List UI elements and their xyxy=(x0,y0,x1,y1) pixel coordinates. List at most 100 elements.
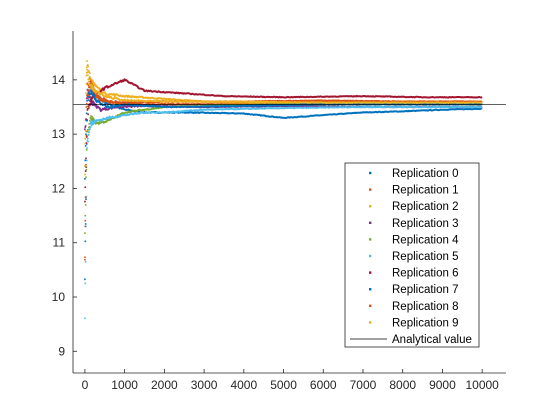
data-point xyxy=(86,71,89,74)
data-point xyxy=(84,173,86,176)
legend-marker xyxy=(369,304,372,307)
legend-item: Replication 6 xyxy=(369,268,458,280)
axes-layer xyxy=(72,31,506,374)
data-point xyxy=(84,278,86,281)
data-point xyxy=(90,87,92,89)
data-point xyxy=(85,198,87,200)
data-point xyxy=(85,66,88,69)
x-tick-label: 3000 xyxy=(191,378,218,392)
legend-item: Replication 7 xyxy=(369,284,458,296)
legend-label: Analytical value xyxy=(392,334,472,346)
data-point xyxy=(87,94,90,97)
legend-item: Replication 3 xyxy=(369,218,458,230)
data-point xyxy=(90,80,92,83)
legend-marker xyxy=(369,321,372,324)
legend-label: Replication 6 xyxy=(392,268,458,280)
x-tick-label: 0 xyxy=(82,378,89,392)
data-point xyxy=(87,99,90,101)
y-tick-label: 10 xyxy=(52,290,66,304)
data-point xyxy=(86,109,89,111)
data-point xyxy=(85,163,87,166)
legend-marker xyxy=(369,254,372,258)
data-point xyxy=(88,89,90,92)
data-point xyxy=(88,99,91,102)
data-point xyxy=(84,170,87,172)
data-point xyxy=(86,94,89,96)
data-point xyxy=(84,204,87,206)
legend-label: Replication 1 xyxy=(392,185,458,197)
data-point xyxy=(86,130,89,133)
data-point xyxy=(84,145,87,147)
data-point xyxy=(87,140,89,143)
data-point xyxy=(89,96,92,98)
legend-label: Replication 0 xyxy=(392,168,458,180)
data-point xyxy=(89,104,91,107)
legend: Replication 0 Replication 1 Replication 2 R… xyxy=(344,162,480,348)
data-point xyxy=(89,119,91,122)
data-point xyxy=(84,126,87,129)
data-point xyxy=(89,123,92,125)
legend-item: Replication 8 xyxy=(369,301,458,313)
data-point xyxy=(88,131,91,133)
legend-marker xyxy=(369,271,372,274)
legend-item: Replication 1 xyxy=(369,185,458,197)
data-point xyxy=(85,176,87,179)
data-point xyxy=(87,113,89,116)
data-point xyxy=(86,69,88,71)
data-point xyxy=(84,240,87,243)
legend-item: Replication 0 xyxy=(369,168,458,180)
data-point xyxy=(84,232,86,234)
x-tick-label: 4000 xyxy=(230,378,257,392)
ticks-layer: 0 1000 2000 3000 4000 5000 6000 7000 8000 9000 100… xyxy=(52,73,500,392)
legend-box xyxy=(344,162,480,348)
data-point xyxy=(91,81,93,84)
data-point xyxy=(88,92,90,95)
data-point xyxy=(87,69,90,72)
data-point xyxy=(85,83,88,85)
data-point xyxy=(85,142,88,144)
data-point xyxy=(89,93,91,96)
data-point xyxy=(86,97,89,100)
data-point xyxy=(89,126,92,128)
data-point xyxy=(87,96,89,99)
data-point xyxy=(86,74,89,76)
data-point xyxy=(84,317,86,320)
legend-label: Replication 5 xyxy=(392,251,458,263)
data-point xyxy=(87,65,89,68)
data-point xyxy=(87,105,90,107)
series-9-line xyxy=(90,83,483,104)
data-point xyxy=(85,112,88,115)
data-point xyxy=(88,80,90,83)
data-point xyxy=(84,142,87,145)
legend-item: Replication 5 xyxy=(369,251,458,263)
data-point xyxy=(84,200,86,203)
x-tick-label: 1000 xyxy=(111,378,138,392)
data-point xyxy=(87,134,90,136)
data-point xyxy=(88,107,90,109)
data-point xyxy=(84,256,86,259)
data-point xyxy=(85,118,87,120)
data-point xyxy=(84,214,87,217)
data-point xyxy=(86,64,89,66)
legend-label: Replication 3 xyxy=(392,218,458,230)
series-5-line xyxy=(89,105,483,125)
data-point xyxy=(86,99,88,102)
x-tick-label: 8000 xyxy=(389,378,416,392)
data-point xyxy=(85,149,88,151)
data-point xyxy=(88,96,91,99)
legend-marker xyxy=(369,171,372,175)
data-point xyxy=(88,123,91,125)
data-point xyxy=(89,117,92,119)
legend-item: Replication 4 xyxy=(369,234,459,246)
data-point xyxy=(86,137,89,140)
legend-marker xyxy=(369,238,372,241)
y-tick-label: 12 xyxy=(52,181,66,195)
y-tick-label: 14 xyxy=(52,73,66,87)
data-point xyxy=(91,104,94,106)
data-point xyxy=(90,123,93,125)
data-point xyxy=(85,157,87,160)
data-point xyxy=(90,124,93,127)
y-tick-label: 11 xyxy=(53,236,66,250)
data-point xyxy=(85,143,88,145)
data-point xyxy=(84,165,86,167)
